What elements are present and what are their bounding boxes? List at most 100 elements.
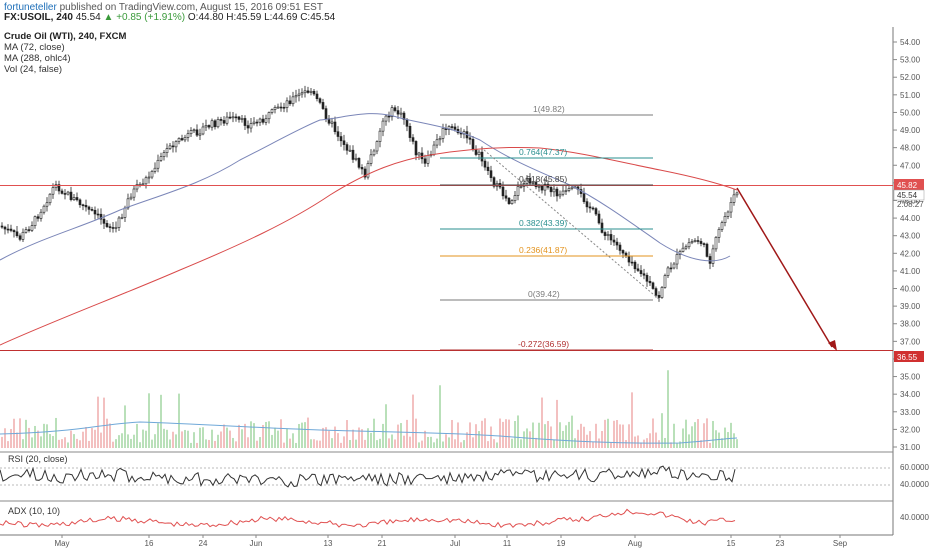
volume-bar (667, 370, 669, 448)
ma288-line (0, 146, 738, 346)
candle-body (246, 125, 250, 129)
volume-bar (391, 434, 393, 448)
candle-body (333, 121, 337, 133)
candle-body (681, 247, 685, 252)
volume-bar (241, 429, 243, 448)
chart-header: fortuneteller published on TradingView.c… (0, 0, 932, 24)
candle-body (375, 141, 379, 152)
volume-bar (334, 426, 336, 448)
legend-vol[interactable]: Vol (24, false) (4, 64, 63, 75)
volume-bar (136, 423, 138, 448)
candle-body (234, 116, 238, 119)
volume-bar (265, 421, 267, 448)
author-link[interactable]: fortuneteller (4, 2, 57, 13)
projection-arrow[interactable] (736, 187, 833, 348)
volume-bar (166, 429, 168, 448)
candle-body (606, 234, 610, 236)
volume-bar (553, 439, 555, 448)
volume-bar (736, 439, 738, 448)
volume-bar (376, 440, 378, 448)
date-label: 24 (199, 539, 208, 548)
rsi-label[interactable]: RSI (20, close) (8, 454, 68, 464)
volume-bar (565, 425, 567, 448)
candle-body (696, 240, 700, 242)
volume-bar (37, 430, 39, 448)
volume-bar (145, 430, 147, 448)
candle-body (411, 137, 415, 142)
volume-bar (232, 437, 234, 448)
price-tick-label: 40.00 (900, 285, 921, 294)
legend-ma288[interactable]: MA (288, ohlc4) (4, 53, 71, 64)
adx-label[interactable]: ADX (10, 10) (8, 506, 60, 516)
candle-body (72, 197, 76, 200)
volume-bar (499, 418, 501, 448)
candle-body (708, 256, 712, 264)
time-axis[interactable]: May 16 24 Jun 13 21 Jul 11 19 Aug 15 23 Sep (54, 535, 848, 548)
candle-body (312, 90, 316, 95)
volume-bar (715, 430, 717, 448)
candle-body (57, 184, 61, 192)
candle-body (36, 216, 40, 219)
volume-bar (601, 431, 603, 448)
candle-body (450, 126, 454, 128)
candle-body (18, 235, 22, 240)
volume-bar (388, 438, 390, 448)
candle-body (255, 121, 259, 124)
volume-bars (0, 370, 738, 448)
arrow-head-icon (828, 340, 837, 351)
resistance-price-tag (894, 179, 924, 190)
volume-bar (25, 419, 27, 448)
candle-body (27, 229, 31, 231)
volume-bar (31, 437, 33, 448)
candle-body (501, 186, 505, 197)
volume-bar (385, 404, 387, 448)
price-tick-label: 34.00 (900, 390, 921, 399)
volume-bar (4, 428, 6, 448)
candle-body (264, 118, 268, 123)
candle-body (114, 227, 118, 229)
volume-bar (577, 429, 579, 448)
price-axis[interactable]: 54.00 53.00 52.00 51.00 50.00 49.00 48.00 47.00… (893, 38, 921, 452)
candle-body (93, 209, 97, 215)
volume-bar (364, 439, 366, 448)
volume-bar (79, 440, 81, 448)
volume-bar (217, 434, 219, 448)
volume-bar (106, 418, 108, 448)
candle-body (318, 98, 322, 103)
legend-ma72[interactable]: MA (72, close) (4, 42, 65, 53)
candle-body (417, 152, 421, 156)
date-label: May (54, 539, 69, 548)
volume-bar (670, 442, 672, 448)
volume-bar (448, 437, 450, 448)
volume-bar (676, 442, 678, 448)
candle-body (549, 187, 553, 193)
volume-bar (691, 426, 693, 448)
volume-bar (556, 399, 558, 448)
volume-bar (580, 423, 582, 448)
candle-body (735, 192, 739, 196)
candle-body (231, 116, 235, 119)
candle-body (525, 177, 529, 184)
candle-body (270, 109, 274, 113)
candle-body (132, 188, 136, 198)
fib-retracement[interactable]: 1(49.82) 0.764(47.37) 0.618(45.85) 0.382(43… (440, 104, 653, 351)
volume-bar (355, 439, 357, 448)
volume-bar (121, 433, 123, 448)
adx-tick-40: 40.0000 (900, 513, 929, 522)
volume-bar (280, 419, 282, 448)
candle-body (243, 118, 247, 126)
symbol-name[interactable]: FX:USOIL, 240 (4, 12, 73, 23)
candle-body (282, 106, 286, 109)
volume-bar (508, 419, 510, 448)
candle-body (123, 207, 127, 218)
candle-body (303, 90, 307, 94)
candle-body (63, 193, 67, 195)
volume-bar (295, 442, 297, 448)
volume-bar (634, 436, 636, 448)
fib-level-label: 0.382(43.39) (519, 218, 567, 228)
volume-bar (292, 433, 294, 448)
volume-bar (298, 423, 300, 448)
volume-bar (343, 436, 345, 448)
fib-level-label: -0.272(36.59) (518, 339, 569, 349)
